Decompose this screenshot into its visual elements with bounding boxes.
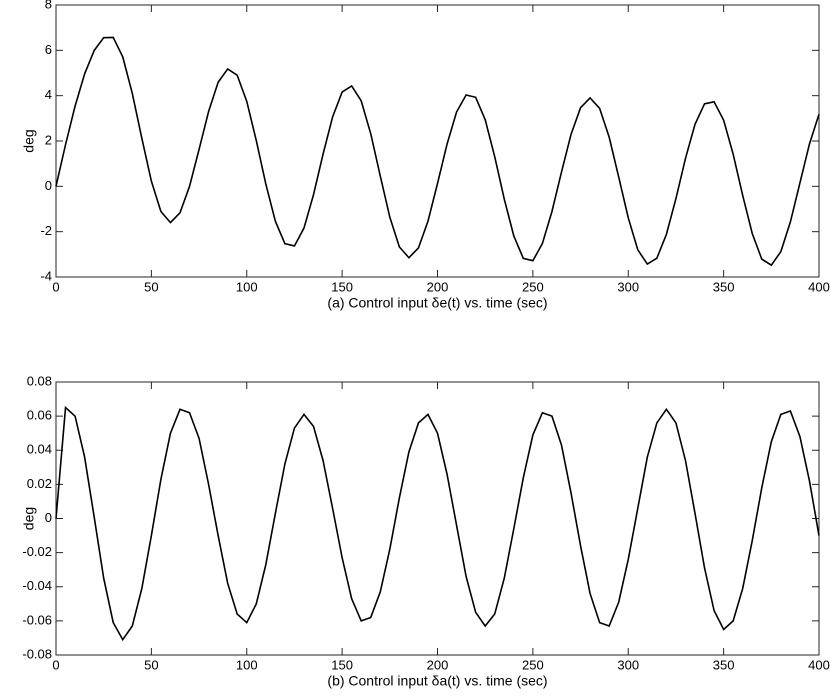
x-tick-label: 0 (52, 279, 59, 294)
axes-box (55, 4, 820, 278)
y-axis-label: deg (21, 507, 37, 530)
x-tick-label: 150 (331, 657, 353, 672)
x-axis-label: (a) Control input δe(t) vs. time (sec) (327, 295, 547, 311)
x-tick-label: 100 (236, 279, 258, 294)
x-tick-label: 200 (427, 657, 449, 672)
y-tick-label: 0.06 (27, 408, 52, 423)
y-tick-label: 6 (45, 42, 52, 57)
y-tick-label: -0.04 (22, 578, 52, 593)
y-tick-label: 0.02 (27, 476, 52, 491)
y-tick-label: -0.08 (22, 646, 52, 661)
y-tick-label: 0.08 (27, 373, 52, 388)
y-tick-label: 0 (45, 510, 52, 525)
y-tick-label: -4 (40, 268, 52, 283)
y-tick-label: 2 (45, 132, 52, 147)
y-tick-label: -2 (40, 223, 52, 238)
x-tick-label: 50 (144, 657, 158, 672)
x-tick-label: 100 (236, 657, 258, 672)
y-tick-label: 4 (45, 87, 52, 102)
data-line (55, 405, 820, 642)
x-tick-label: 50 (144, 279, 158, 294)
x-axis-label: (b) Control input δa(t) vs. time (sec) (327, 673, 547, 689)
y-tick-label: -0.06 (22, 612, 52, 627)
x-tick-label: 200 (427, 279, 449, 294)
y-axis-label: deg (21, 129, 37, 152)
y-tick-label: -0.02 (22, 544, 52, 559)
x-tick-label: 250 (522, 279, 544, 294)
y-tick-label: 0 (45, 178, 52, 193)
y-tick-label: 8 (45, 0, 52, 11)
x-tick-label: 350 (713, 279, 735, 294)
x-tick-label: 400 (808, 657, 830, 672)
x-tick-label: 400 (808, 279, 830, 294)
axes-box (55, 381, 820, 656)
data-line (55, 36, 820, 267)
x-tick-label: 350 (713, 657, 735, 672)
x-tick-label: 300 (617, 657, 639, 672)
x-tick-label: 300 (617, 279, 639, 294)
y-tick-label: 0.04 (27, 442, 52, 457)
x-tick-label: 150 (331, 279, 353, 294)
x-tick-label: 250 (522, 657, 544, 672)
x-tick-label: 0 (52, 657, 59, 672)
